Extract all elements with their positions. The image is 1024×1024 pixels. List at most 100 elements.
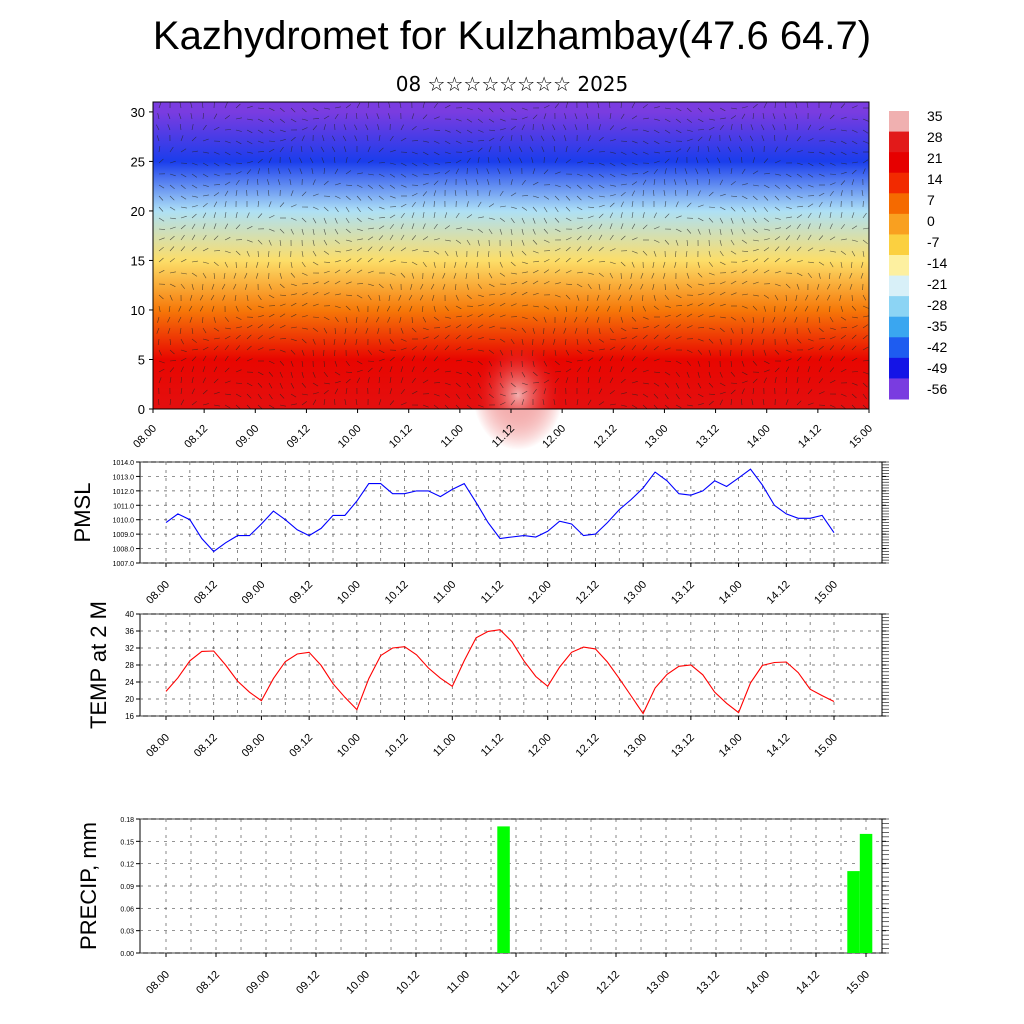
wind-barb [442,283,446,290]
wind-barb [751,327,754,334]
wind-barb [606,294,611,301]
wind-barb [862,239,868,245]
wind-barb [816,283,820,290]
wind-barb [719,382,726,387]
wind-barb [180,338,184,345]
wind-barb [541,146,545,153]
wind-barb [785,338,789,345]
wind-barb [499,338,506,343]
wind-barb [807,402,814,406]
wind-barb [246,129,253,134]
wind-barb [334,260,341,263]
wind-barb [686,360,691,366]
wind-barb [246,169,252,175]
wind-barb [365,327,369,334]
wind-barb [444,305,449,311]
colorbar-label: 35 [927,108,943,124]
wind-barb [620,272,622,280]
wind-barb [576,195,582,201]
wind-barb [587,224,593,230]
wind-barb [190,113,193,120]
wind-barb [752,113,755,120]
wind-barb [807,203,814,208]
wind-barb [664,158,670,164]
wind-barb [257,129,264,134]
wind-barb [422,223,426,230]
wind-barb [686,393,692,399]
wind-barb [268,148,275,153]
wind-barb [697,382,702,389]
wind-barb [477,313,484,318]
wind-barb [818,355,823,362]
wind-barb [620,392,627,395]
wind-barb [497,157,501,164]
wind-barb [554,206,559,213]
wind-barb [598,162,605,166]
wind-barb [268,294,275,299]
wind-barb [741,360,745,367]
wind-barb [179,102,182,109]
x-tick-label: 14.00 [744,969,772,997]
wind-barb [290,146,293,153]
wind-barb [686,189,688,197]
wind-barb [345,170,352,175]
wind-barb [796,123,798,131]
wind-barb [774,294,779,301]
wind-barb [851,325,858,329]
wind-barb [642,104,648,109]
colorbar-swatch [889,357,909,379]
y-tick-label: 5 [138,352,145,367]
wind-barb [851,225,858,230]
wind-barb [718,168,721,175]
wind-barb [345,113,348,120]
wind-barb [279,360,285,366]
x-tick-label: 08.12 [192,579,220,607]
wind-barb [532,360,535,367]
x-tick-label: 09.00 [233,423,261,451]
wind-barb [818,192,825,197]
wind-barb [323,115,330,120]
wind-barb [543,388,546,395]
wind-barb [433,345,438,351]
wind-barb [422,191,428,197]
wind-barb [466,294,472,300]
wind-barb [596,316,600,323]
wind-barb [585,305,589,312]
wind-barb [684,179,688,186]
wind-barb [499,360,502,367]
x-tick-label: 08.12 [194,969,222,997]
wind-barb [488,294,496,296]
wind-barb [169,173,176,177]
wind-barb [510,250,514,257]
wind-barb [477,216,484,219]
wind-barb [840,238,847,241]
wind-barb [851,151,858,155]
wind-barb [521,206,528,211]
wind-barb [818,316,821,323]
wind-barb [365,113,369,120]
wind-barb [851,393,857,399]
wind-barb [455,382,461,388]
wind-barb [785,216,792,219]
wind-barb [466,314,473,318]
wind-barb [520,135,523,142]
wind-barb [795,113,798,120]
wind-barb [477,272,480,280]
wind-barb [752,305,758,311]
wind-barb [542,338,545,345]
wind-barb [400,261,408,263]
wind-barb [422,102,425,109]
wind-barb [345,239,352,242]
wind-barb [378,162,386,164]
y-tick-label: 20 [131,204,145,219]
wind-barb [785,173,792,178]
wind-barb [565,377,569,384]
wind-barb [487,157,490,164]
x-tick-label: 10.12 [394,969,422,997]
wind-barb [774,349,780,355]
wind-barb [389,272,396,276]
wind-barb [521,239,525,246]
wind-barb [851,212,855,219]
x-tick-label: 14.12 [764,732,792,760]
wind-barb [158,237,165,241]
